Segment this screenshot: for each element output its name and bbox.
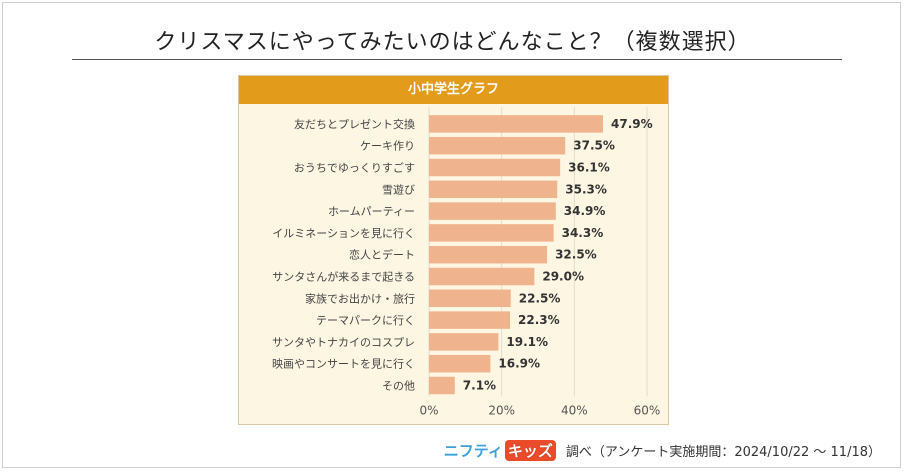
bar bbox=[429, 180, 558, 199]
footer: ニフティ キッズ 調べ（アンケート実施期間：2024/10/22 ～ 11/18… bbox=[444, 440, 881, 461]
x-tick-label: 60% bbox=[634, 403, 661, 417]
value-label: 35.3% bbox=[565, 182, 607, 196]
page-title: クリスマスにやってみたいのはどんなこと？（複数選択） bbox=[154, 30, 751, 55]
category-label: 雪遊び bbox=[382, 182, 415, 196]
value-label: 16.9% bbox=[498, 357, 540, 371]
value-label: 32.5% bbox=[555, 248, 597, 262]
category-label: おうちでゆっくりすごす bbox=[294, 161, 415, 175]
bar bbox=[429, 158, 561, 177]
source-note: 調べ（アンケート実施期間：2024/10/22 ～ 11/18） bbox=[565, 445, 881, 460]
value-label: 36.1% bbox=[568, 161, 610, 175]
bar-chart: 0% 20% 40% 60% 友だちとプレゼント交換 47.9% ケーキ作り 37.5% おうち… bbox=[272, 107, 661, 417]
category-label: サンタさんが来るまで起きる bbox=[272, 270, 415, 284]
category-label: イルミネーションを見に行く bbox=[272, 227, 415, 240]
value-label: 22.3% bbox=[518, 313, 560, 327]
category-label: ホームパーティー bbox=[328, 205, 415, 218]
value-label: 47.9% bbox=[611, 117, 653, 131]
value-label: 34.9% bbox=[564, 204, 606, 218]
bar bbox=[429, 354, 491, 373]
title-divider bbox=[72, 59, 842, 60]
bar bbox=[429, 267, 535, 286]
x-tick-label: 20% bbox=[488, 403, 515, 417]
bar bbox=[429, 115, 604, 133]
bar bbox=[429, 311, 511, 329]
category-label: テーマパークに行く bbox=[316, 314, 415, 327]
brand-logo: ニフティ キッズ bbox=[444, 440, 556, 461]
category-label: 映画やコンサートを見に行く bbox=[272, 358, 415, 371]
value-label: 34.3% bbox=[562, 226, 604, 240]
chart-title: 小中学生グラフ bbox=[239, 76, 668, 104]
bar bbox=[429, 245, 548, 264]
logo-text-kids: キッズ bbox=[504, 440, 556, 461]
category-label: その他 bbox=[382, 380, 415, 393]
bar bbox=[429, 333, 499, 351]
bar bbox=[429, 136, 566, 155]
bar bbox=[429, 202, 556, 220]
category-label: サンタやトナカイのコスプレ bbox=[272, 336, 415, 349]
category-label: 家族でお出かけ・旅行 bbox=[305, 291, 415, 305]
logo-text-nifty: ニフティ bbox=[443, 442, 503, 460]
bar bbox=[429, 289, 511, 308]
value-label: 37.5% bbox=[573, 139, 615, 153]
category-label: 恋人とデート bbox=[349, 248, 415, 262]
category-label: 友だちとプレゼント交換 bbox=[294, 117, 415, 131]
value-label: 29.0% bbox=[542, 270, 584, 284]
category-label: ケーキ作り bbox=[360, 140, 415, 153]
value-label: 7.1% bbox=[463, 379, 496, 393]
value-label: 22.5% bbox=[519, 291, 561, 305]
value-label: 19.1% bbox=[506, 335, 548, 349]
bar bbox=[429, 224, 554, 242]
x-tick-label: 40% bbox=[561, 403, 588, 417]
bar bbox=[429, 376, 455, 395]
x-tick-label: 0% bbox=[419, 403, 438, 417]
